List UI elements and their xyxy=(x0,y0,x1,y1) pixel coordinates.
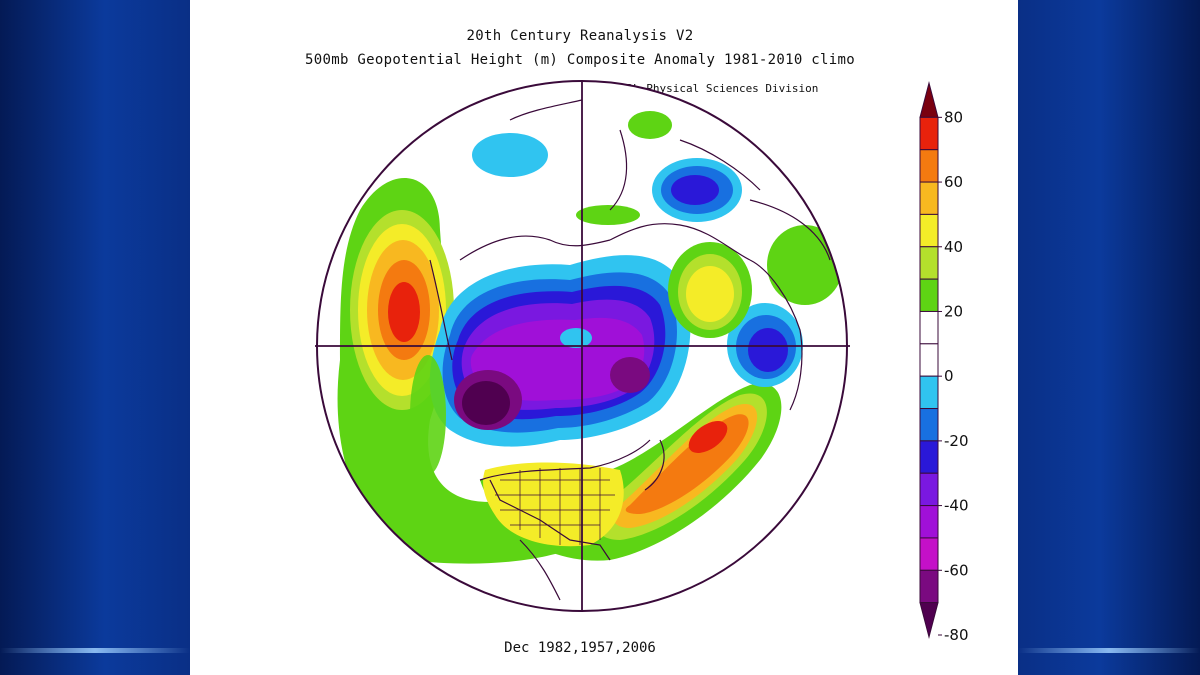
map-panel: 20th Century Reanalysis V2 500mb Geopote… xyxy=(190,0,1018,675)
background-left xyxy=(0,0,190,675)
colorbar-swatch xyxy=(919,246,939,280)
colorbar-swatch xyxy=(919,310,939,345)
colorbar-swatch xyxy=(919,375,939,410)
colorbar-tick-label: 0 xyxy=(944,367,954,385)
colorbar-tick-label: -40 xyxy=(944,497,969,515)
coastlines xyxy=(429,99,831,601)
colorbar-swatch xyxy=(919,213,939,248)
colorbar-swatch xyxy=(919,181,939,215)
political-boundaries xyxy=(495,468,615,545)
colorbar-swatch xyxy=(919,505,939,539)
colorbar-swatch xyxy=(919,81,939,118)
colorbar-tick-label: -60 xyxy=(944,561,969,579)
colorbar-swatch xyxy=(919,408,939,442)
colorbar-swatch xyxy=(919,343,939,377)
colorbar-tick-label: 60 xyxy=(944,173,963,191)
colorbar: 80 60 40 20 0 -20 -40 -60 -80 xyxy=(919,81,969,644)
colorbar-swatch xyxy=(919,472,939,507)
colorbar-tick-label: -80 xyxy=(944,626,969,644)
colorbar-swatch xyxy=(919,278,939,312)
colorbar-swatch xyxy=(919,537,939,571)
map-title: 20th Century Reanalysis V2 xyxy=(466,28,694,44)
colorbar-swatch xyxy=(919,149,939,183)
colorbar-tick-label: 80 xyxy=(944,108,963,126)
polar-anomaly-map: 80 60 40 20 0 -20 -40 -60 -80 xyxy=(315,80,969,644)
date-caption: Dec 1982,1957,2006 xyxy=(504,640,656,656)
colorbar-swatch xyxy=(919,602,939,639)
map-subtitle: 500mb Geopotential Height (m) Composite … xyxy=(305,52,855,68)
background-right xyxy=(1018,0,1200,675)
colorbar-swatch xyxy=(919,569,939,604)
glow-line xyxy=(0,648,190,653)
colorbar-swatch xyxy=(919,440,939,474)
colorbar-tick-label: 20 xyxy=(944,302,963,320)
colorbar-tick-label: -20 xyxy=(944,432,969,450)
colorbar-tick-label: 40 xyxy=(944,238,963,256)
colorbar-swatch xyxy=(919,116,939,151)
glow-line xyxy=(1018,648,1200,653)
